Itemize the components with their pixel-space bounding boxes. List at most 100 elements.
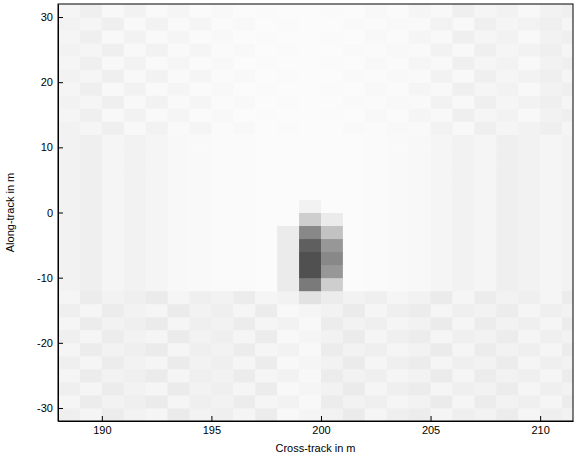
heat-cell bbox=[102, 147, 124, 161]
x-tick: 190 bbox=[93, 416, 111, 436]
heat-cell bbox=[452, 356, 474, 370]
x-tick-label: 190 bbox=[93, 424, 111, 436]
heat-cell bbox=[409, 369, 431, 383]
heat-cell bbox=[168, 56, 190, 70]
heat-cell bbox=[58, 343, 80, 357]
heat-cell bbox=[452, 56, 474, 70]
heat-cell bbox=[211, 121, 233, 135]
heat-cell bbox=[299, 343, 321, 357]
heat-cell bbox=[365, 173, 387, 187]
heat-cell bbox=[80, 304, 102, 318]
heat-cell bbox=[474, 343, 496, 357]
heat-cell bbox=[299, 408, 321, 421]
y-tick-mark bbox=[58, 213, 63, 214]
heat-cell bbox=[474, 82, 496, 96]
heat-cell bbox=[431, 369, 453, 383]
heat-cell bbox=[189, 30, 211, 44]
heat-cell bbox=[321, 199, 343, 213]
heat-cell bbox=[431, 278, 453, 292]
heat-cell bbox=[496, 330, 518, 344]
heat-cell bbox=[343, 134, 365, 148]
heat-cell bbox=[277, 4, 299, 18]
heat-cell bbox=[299, 147, 321, 161]
heat-cell bbox=[409, 278, 431, 292]
y-axis-title: Along-track in m bbox=[4, 173, 16, 252]
heat-cell bbox=[321, 121, 343, 135]
y-tick-label: 0 bbox=[47, 207, 53, 219]
heat-cell bbox=[255, 4, 277, 18]
heat-cell bbox=[102, 343, 124, 357]
heat-cell bbox=[562, 69, 573, 83]
heat-cell bbox=[299, 186, 321, 200]
heat-cell bbox=[146, 173, 168, 187]
heat-cell bbox=[474, 291, 496, 305]
heat-cell bbox=[299, 69, 321, 83]
heat-cell bbox=[562, 278, 573, 292]
heat-cell bbox=[189, 252, 211, 266]
heat-cell bbox=[299, 108, 321, 122]
heat-cell bbox=[431, 147, 453, 161]
heat-cell bbox=[211, 199, 233, 213]
heat-cell bbox=[409, 43, 431, 57]
heat-cell bbox=[146, 369, 168, 383]
heat-cell bbox=[299, 369, 321, 383]
heat-cell bbox=[562, 43, 573, 57]
heat-cell bbox=[321, 82, 343, 96]
heat-cell bbox=[474, 278, 496, 292]
heat-cell bbox=[431, 199, 453, 213]
heat-cell bbox=[80, 134, 102, 148]
heat-cell bbox=[474, 304, 496, 318]
heat-cell bbox=[321, 17, 343, 31]
heat-cell bbox=[409, 226, 431, 240]
heat-cell bbox=[124, 69, 146, 83]
heat-cell bbox=[58, 121, 80, 135]
heat-cell bbox=[299, 226, 321, 240]
heat-cell bbox=[277, 239, 299, 253]
heat-cell bbox=[102, 199, 124, 213]
x-tick-label: 195 bbox=[203, 424, 221, 436]
heat-cell bbox=[431, 95, 453, 109]
heat-cell bbox=[562, 265, 573, 279]
x-axis: 190195200205210 bbox=[59, 416, 574, 436]
heat-cell bbox=[168, 252, 190, 266]
heat-cell bbox=[277, 304, 299, 318]
y-tick-label: 30 bbox=[41, 11, 53, 23]
heat-cell bbox=[233, 408, 255, 421]
heat-cell bbox=[452, 317, 474, 331]
heat-cell bbox=[80, 343, 102, 357]
heat-cell bbox=[146, 17, 168, 31]
heat-cell bbox=[452, 265, 474, 279]
heat-cell bbox=[343, 121, 365, 135]
heat-cell bbox=[321, 95, 343, 109]
heat-cell bbox=[255, 304, 277, 318]
heat-cell bbox=[168, 226, 190, 240]
heat-cell bbox=[540, 147, 562, 161]
heat-cell bbox=[277, 56, 299, 70]
x-axis-line bbox=[59, 421, 574, 422]
y-tick-mark bbox=[58, 278, 63, 279]
heat-cell bbox=[255, 330, 277, 344]
heat-cell bbox=[102, 213, 124, 227]
heat-cell bbox=[277, 17, 299, 31]
heat-cell bbox=[518, 265, 540, 279]
heat-cell bbox=[146, 121, 168, 135]
heat-cell bbox=[211, 330, 233, 344]
heat-cell bbox=[277, 408, 299, 421]
y-tick-mark bbox=[58, 343, 63, 344]
heat-cell bbox=[146, 278, 168, 292]
heat-cell bbox=[168, 239, 190, 253]
heat-cell bbox=[168, 265, 190, 279]
heat-cell bbox=[474, 186, 496, 200]
heat-cell bbox=[518, 30, 540, 44]
x-tick-mark bbox=[431, 416, 432, 421]
heat-cell bbox=[540, 252, 562, 266]
heat-cell bbox=[387, 173, 409, 187]
heat-cell bbox=[168, 95, 190, 109]
heat-cell bbox=[102, 4, 124, 18]
heat-cell bbox=[233, 317, 255, 331]
heat-cell bbox=[518, 186, 540, 200]
heat-cell bbox=[474, 95, 496, 109]
heat-cell bbox=[299, 213, 321, 227]
heat-cell bbox=[409, 199, 431, 213]
heat-cell bbox=[452, 173, 474, 187]
